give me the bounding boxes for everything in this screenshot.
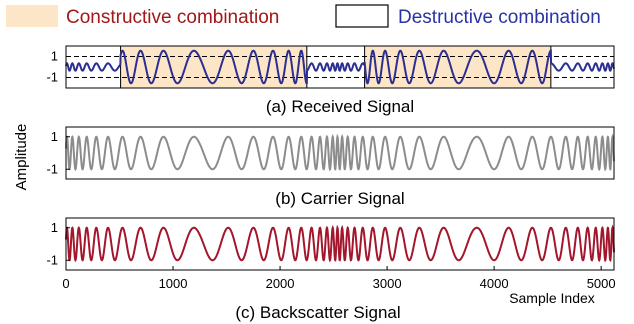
legend-label-destructive: Destructive combination: [398, 7, 601, 28]
x-tick-label: 3000: [373, 276, 402, 291]
panel-title: (c) Backscatter Signal: [235, 303, 400, 322]
y-tick-label: 1: [51, 220, 58, 235]
x-tick-label: 1000: [159, 276, 188, 291]
panel-title: (b) Carrier Signal: [275, 189, 404, 208]
x-axis-label: Sample Index: [509, 290, 595, 306]
y-tick-label: -1: [46, 70, 58, 85]
panel-received-signal: 1-1 (a) Received Signal: [46, 45, 615, 116]
received-signal-line: [65, 49, 615, 85]
y-tick-label: -1: [46, 161, 58, 176]
legend-swatch-destructive: [335, 4, 389, 28]
backscatter-signal-line: [65, 224, 615, 263]
legend-label-constructive: Constructive combination: [66, 7, 279, 28]
legend: Constructive combination Destructive com…: [6, 4, 601, 28]
y-ticks: 1-1: [46, 49, 70, 85]
constructive-region: [120, 46, 307, 88]
x-tick-label: 0: [62, 276, 69, 291]
panel-backscatter-signal: 1 -1 0 1000 2000 3000 4000 5000 Sample Index (…: [46, 217, 616, 322]
y-ticks: 1 -1: [46, 129, 70, 176]
plot-frame: [65, 126, 615, 180]
legend-swatch-constructive: [6, 5, 58, 27]
y-tick-label: 1: [51, 49, 58, 64]
x-ticks: 0 1000 2000 3000 4000 5000: [62, 266, 616, 291]
y-ticks: 1 -1: [46, 220, 70, 267]
region-layer: [65, 45, 615, 89]
x-tick-label: 4000: [480, 276, 509, 291]
y-axis-label: Amplitude: [13, 124, 30, 191]
y-tick-label: -1: [46, 252, 58, 267]
panel-title: (a) Received Signal: [266, 97, 414, 116]
x-tick-label: 2000: [266, 276, 295, 291]
plot-frame: [65, 217, 615, 271]
panel-carrier-signal: 1 -1 (b) Carrier Signal: [46, 126, 615, 208]
x-tick-label: 5000: [587, 276, 616, 291]
reference-lines: [66, 56, 614, 78]
plot-frame: [65, 45, 615, 89]
y-tick-label: 1: [51, 129, 58, 144]
carrier-signal-line: [65, 133, 615, 172]
